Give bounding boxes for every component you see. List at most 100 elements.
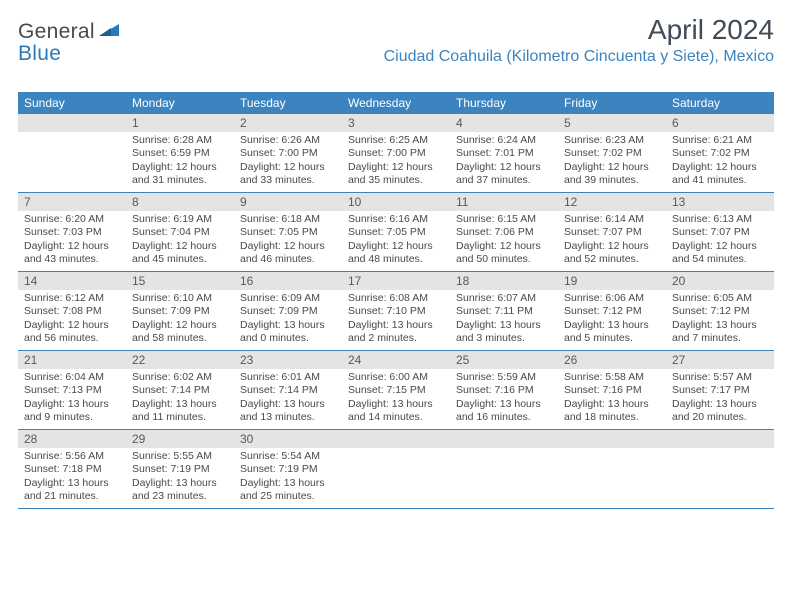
- day-sunrise: Sunrise: 6:19 AM: [132, 213, 228, 226]
- weekday-sat: Saturday: [666, 92, 774, 114]
- day-cell: [558, 430, 666, 508]
- day-day1: Daylight: 12 hours: [456, 240, 552, 253]
- day-sunrise: Sunrise: 6:02 AM: [132, 371, 228, 384]
- day-sunset: Sunset: 7:14 PM: [240, 384, 336, 397]
- day-sunset: Sunset: 7:08 PM: [24, 305, 120, 318]
- day-day1: Daylight: 12 hours: [672, 161, 768, 174]
- day-number: [558, 430, 666, 448]
- day-cell: 1Sunrise: 6:28 AMSunset: 6:59 PMDaylight…: [126, 114, 234, 192]
- day-body: Sunrise: 6:25 AMSunset: 7:00 PMDaylight:…: [342, 132, 450, 192]
- day-day1: Daylight: 13 hours: [240, 477, 336, 490]
- day-body: Sunrise: 6:02 AMSunset: 7:14 PMDaylight:…: [126, 369, 234, 429]
- day-sunrise: Sunrise: 6:21 AM: [672, 134, 768, 147]
- day-day2: and 48 minutes.: [348, 253, 444, 266]
- month-title: April 2024: [384, 14, 774, 46]
- day-cell: 13Sunrise: 6:13 AMSunset: 7:07 PMDayligh…: [666, 193, 774, 271]
- day-number: [450, 430, 558, 448]
- day-day2: and 45 minutes.: [132, 253, 228, 266]
- day-sunset: Sunset: 7:07 PM: [672, 226, 768, 239]
- day-day2: and 5 minutes.: [564, 332, 660, 345]
- day-number: 2: [234, 114, 342, 132]
- day-sunrise: Sunrise: 6:08 AM: [348, 292, 444, 305]
- day-day2: and 0 minutes.: [240, 332, 336, 345]
- day-sunrise: Sunrise: 6:14 AM: [564, 213, 660, 226]
- day-day2: and 20 minutes.: [672, 411, 768, 424]
- day-day2: and 14 minutes.: [348, 411, 444, 424]
- day-day2: and 54 minutes.: [672, 253, 768, 266]
- day-sunset: Sunset: 7:19 PM: [132, 463, 228, 476]
- day-number: 14: [18, 272, 126, 290]
- day-sunrise: Sunrise: 5:59 AM: [456, 371, 552, 384]
- day-cell: 29Sunrise: 5:55 AMSunset: 7:19 PMDayligh…: [126, 430, 234, 508]
- day-body: Sunrise: 6:06 AMSunset: 7:12 PMDaylight:…: [558, 290, 666, 350]
- weekday-fri: Friday: [558, 92, 666, 114]
- day-day1: Daylight: 12 hours: [672, 240, 768, 253]
- day-body: Sunrise: 6:14 AMSunset: 7:07 PMDaylight:…: [558, 211, 666, 271]
- day-cell: [18, 114, 126, 192]
- day-number: 23: [234, 351, 342, 369]
- day-cell: 14Sunrise: 6:12 AMSunset: 7:08 PMDayligh…: [18, 272, 126, 350]
- day-body: Sunrise: 6:21 AMSunset: 7:02 PMDaylight:…: [666, 132, 774, 192]
- day-body: Sunrise: 6:15 AMSunset: 7:06 PMDaylight:…: [450, 211, 558, 271]
- header: General April 2024 Ciudad Coahuila (Kilo…: [18, 14, 774, 66]
- day-body: [342, 448, 450, 454]
- day-sunrise: Sunrise: 6:28 AM: [132, 134, 228, 147]
- day-number: 16: [234, 272, 342, 290]
- day-day1: Daylight: 13 hours: [240, 319, 336, 332]
- day-sunset: Sunset: 7:19 PM: [240, 463, 336, 476]
- day-day1: Daylight: 13 hours: [456, 319, 552, 332]
- weekday-mon: Monday: [126, 92, 234, 114]
- day-sunrise: Sunrise: 6:12 AM: [24, 292, 120, 305]
- day-sunrise: Sunrise: 6:04 AM: [24, 371, 120, 384]
- day-day2: and 11 minutes.: [132, 411, 228, 424]
- day-body: Sunrise: 5:55 AMSunset: 7:19 PMDaylight:…: [126, 448, 234, 508]
- day-sunrise: Sunrise: 5:58 AM: [564, 371, 660, 384]
- day-sunset: Sunset: 7:07 PM: [564, 226, 660, 239]
- day-body: Sunrise: 5:57 AMSunset: 7:17 PMDaylight:…: [666, 369, 774, 429]
- day-day1: Daylight: 13 hours: [348, 398, 444, 411]
- day-number: 24: [342, 351, 450, 369]
- day-sunset: Sunset: 7:09 PM: [240, 305, 336, 318]
- day-cell: 22Sunrise: 6:02 AMSunset: 7:14 PMDayligh…: [126, 351, 234, 429]
- day-cell: 3Sunrise: 6:25 AMSunset: 7:00 PMDaylight…: [342, 114, 450, 192]
- weekday-header-row: Sunday Monday Tuesday Wednesday Thursday…: [18, 92, 774, 114]
- day-body: [450, 448, 558, 454]
- day-number: [342, 430, 450, 448]
- day-cell: 9Sunrise: 6:18 AMSunset: 7:05 PMDaylight…: [234, 193, 342, 271]
- day-day1: Daylight: 13 hours: [456, 398, 552, 411]
- calendar-page: General April 2024 Ciudad Coahuila (Kilo…: [0, 0, 792, 523]
- weekday-thu: Thursday: [450, 92, 558, 114]
- day-day1: Daylight: 12 hours: [564, 161, 660, 174]
- day-body: [18, 132, 126, 138]
- day-sunset: Sunset: 7:04 PM: [132, 226, 228, 239]
- day-cell: 24Sunrise: 6:00 AMSunset: 7:15 PMDayligh…: [342, 351, 450, 429]
- weeks-container: 1Sunrise: 6:28 AMSunset: 6:59 PMDaylight…: [18, 114, 774, 509]
- day-sunrise: Sunrise: 6:05 AM: [672, 292, 768, 305]
- day-number: 9: [234, 193, 342, 211]
- day-sunrise: Sunrise: 6:18 AM: [240, 213, 336, 226]
- day-day2: and 16 minutes.: [456, 411, 552, 424]
- day-day2: and 58 minutes.: [132, 332, 228, 345]
- day-sunset: Sunset: 7:02 PM: [672, 147, 768, 160]
- day-cell: 21Sunrise: 6:04 AMSunset: 7:13 PMDayligh…: [18, 351, 126, 429]
- day-sunset: Sunset: 7:09 PM: [132, 305, 228, 318]
- day-sunset: Sunset: 7:15 PM: [348, 384, 444, 397]
- day-day1: Daylight: 13 hours: [132, 398, 228, 411]
- day-sunrise: Sunrise: 6:25 AM: [348, 134, 444, 147]
- day-body: Sunrise: 6:19 AMSunset: 7:04 PMDaylight:…: [126, 211, 234, 271]
- day-sunset: Sunset: 7:12 PM: [672, 305, 768, 318]
- day-day1: Daylight: 13 hours: [132, 477, 228, 490]
- day-cell: 30Sunrise: 5:54 AMSunset: 7:19 PMDayligh…: [234, 430, 342, 508]
- day-day1: Daylight: 12 hours: [24, 319, 120, 332]
- day-day1: Daylight: 12 hours: [132, 161, 228, 174]
- day-day1: Daylight: 13 hours: [672, 398, 768, 411]
- day-cell: 2Sunrise: 6:26 AMSunset: 7:00 PMDaylight…: [234, 114, 342, 192]
- day-day1: Daylight: 12 hours: [24, 240, 120, 253]
- day-sunset: Sunset: 7:02 PM: [564, 147, 660, 160]
- day-sunset: Sunset: 7:06 PM: [456, 226, 552, 239]
- day-body: Sunrise: 6:16 AMSunset: 7:05 PMDaylight:…: [342, 211, 450, 271]
- day-body: Sunrise: 6:12 AMSunset: 7:08 PMDaylight:…: [18, 290, 126, 350]
- day-number: 8: [126, 193, 234, 211]
- day-number: [666, 430, 774, 448]
- day-day1: Daylight: 12 hours: [132, 240, 228, 253]
